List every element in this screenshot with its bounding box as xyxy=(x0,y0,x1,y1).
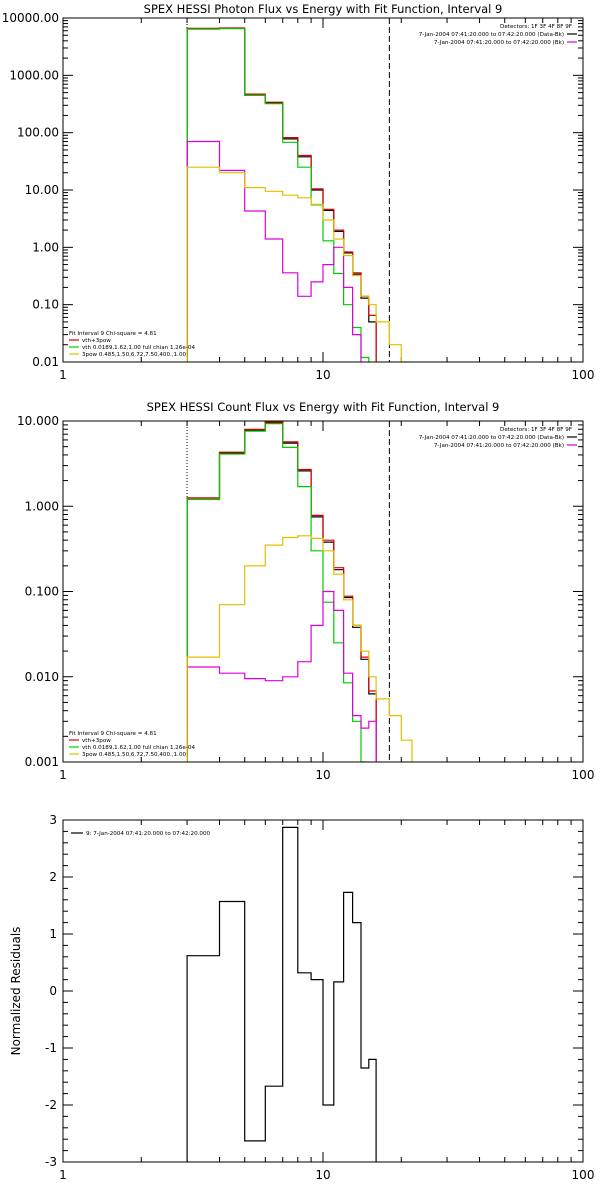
chart-title: SPEX HESSI Count Flux vs Energy with Fit… xyxy=(147,400,500,414)
y-tick-label: 0.01 xyxy=(32,355,59,369)
x-tick-label: 10 xyxy=(315,768,330,782)
y-tick-label: 0.001 xyxy=(25,755,59,769)
y-tick-label: 2 xyxy=(49,870,57,884)
legend-entry-label: vth 0.0189,1.62,1.00 full chian 1.26e-04 xyxy=(82,345,195,351)
series-line-3 xyxy=(186,423,369,762)
x-tick-label: 10 xyxy=(315,368,330,382)
legend-entry-label: 3pow 0.485,1.50,6.72,7.50,400.,1.00 xyxy=(82,352,187,358)
series-line-5 xyxy=(186,166,412,362)
y-tick-label: 0 xyxy=(49,984,57,998)
x-tick-label: 10 xyxy=(315,1168,330,1182)
chart-panel-3: 1 10 100 -3 -2 -1 0 1 2 3 Normalized Residuals 9: 7… xyxy=(9,813,594,1182)
x-tick-label: 100 xyxy=(572,368,595,382)
series-line-1 xyxy=(186,422,377,762)
y-axis-label: Normalized Residuals xyxy=(9,927,23,1056)
series-line-3 xyxy=(186,28,370,362)
series-line-2 xyxy=(186,421,377,762)
legend-entry-label: 7-Jan-2004 07:41:20.000 to 07:42:20.000 … xyxy=(419,435,564,441)
legend-entry-label: 7-Jan-2004 07:41:20.000 to 07:42:20.000 … xyxy=(434,40,564,46)
legend-entry-label: 7-Jan-2004 07:41:20.000 to 07:42:20.000 … xyxy=(434,443,564,449)
series-group xyxy=(186,27,412,362)
series-line-2 xyxy=(186,27,377,362)
y-tick-label: 1.00 xyxy=(32,240,59,254)
y-tick-label: 100.00 xyxy=(17,126,59,140)
plot-frame xyxy=(62,420,584,763)
chart-panel-1: SPEX HESSI Photon Flux vs Energy with Fi… xyxy=(2,2,595,382)
y-tick-label: 3 xyxy=(49,813,57,827)
legend-header: Detectors: 1F 3F 4F 8F 9F xyxy=(500,427,572,433)
chart-panel-2: SPEX HESSI Count Flux vs Energy with Fit… xyxy=(17,400,594,782)
series-line-4 xyxy=(186,140,362,362)
y-tick-label: 10.00 xyxy=(25,183,59,197)
legend-header: Fit Interval 9 Chi-square = 4.81 xyxy=(69,731,157,737)
y-tick-label: -1 xyxy=(45,1041,57,1055)
y-tick-label: 1 xyxy=(49,927,57,941)
legend-entry-label: vth+3pow xyxy=(82,738,111,744)
legend-header: Detectors: 1F 3F 4F 8F 9F xyxy=(500,24,572,30)
y-tick-label: 1.000 xyxy=(25,499,59,513)
series-line-1 xyxy=(186,27,377,362)
legend-entry-label: vth+3pow xyxy=(82,338,111,344)
x-tick-label: 1 xyxy=(59,368,67,382)
plot-frame xyxy=(62,819,584,1163)
series-line-5 xyxy=(186,535,413,762)
y-tick-label: -2 xyxy=(45,1098,57,1112)
x-tick-label: 100 xyxy=(572,1168,595,1182)
y-tick-label: 0.010 xyxy=(25,670,59,684)
x-tick-label: 1 xyxy=(59,768,67,782)
series-group xyxy=(186,826,377,1162)
y-tick-label: 0.100 xyxy=(25,585,59,599)
legend-entry-label: 9: 7-Jan-2004 07:41:20.000 to 07:42:20.0… xyxy=(86,831,211,837)
legend-entry-label: 7-Jan-2004 07:41:20.000 to 07:42:20.000 … xyxy=(419,32,564,38)
legend-header: Fit Interval 9 Chi-square = 4.81 xyxy=(69,331,157,337)
series-group xyxy=(186,421,413,762)
y-tick-label: -3 xyxy=(45,1155,57,1169)
x-tick-label: 1 xyxy=(59,1168,67,1182)
legend-entry-label: 3pow 0.485,1.50,6.72,7.50,400.,1.00 xyxy=(82,752,187,758)
x-tick-label: 100 xyxy=(572,768,595,782)
chart-title: SPEX HESSI Photon Flux vs Energy with Fi… xyxy=(144,2,503,16)
y-tick-label: 10000.00 xyxy=(2,11,59,25)
legend-entry-label: vth 0.0189,1.62,1.00 full chian 1.26e-04 xyxy=(82,745,195,751)
y-tick-label: 10.000 xyxy=(17,414,59,428)
series-line-1 xyxy=(186,826,377,1162)
y-tick-label: 0.10 xyxy=(32,298,59,312)
plot-frame xyxy=(62,17,584,363)
series-line-4 xyxy=(186,590,377,762)
y-tick-label: 1000.00 xyxy=(9,68,59,82)
